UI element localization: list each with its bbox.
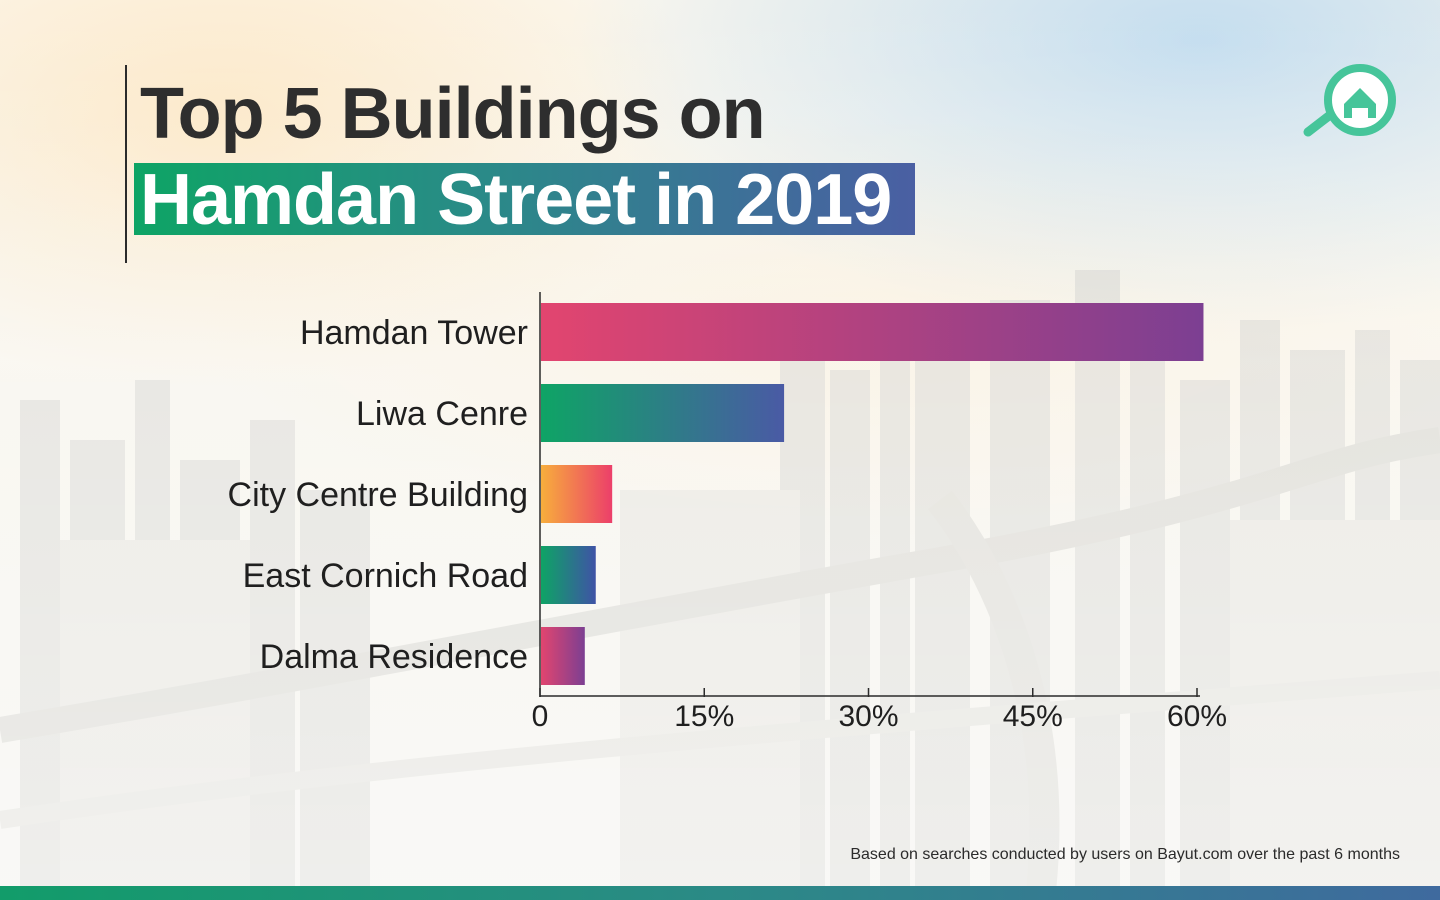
x-tick-label: 45%	[1003, 700, 1063, 733]
x-tick-label: 15%	[674, 700, 734, 733]
category-label: Dalma Residence	[260, 638, 528, 676]
category-label: City Centre Building	[228, 476, 528, 514]
bar-city-centre-building	[541, 465, 613, 523]
chart-title-line-2: Hamdan Street in 2019	[140, 160, 892, 240]
category-label: East Cornich Road	[243, 557, 528, 595]
chart-title-line-1: Top 5 Buildings on	[140, 74, 766, 154]
category-label: Hamdan Tower	[300, 314, 528, 352]
bar-liwa-cenre	[541, 384, 785, 442]
category-label: Liwa Cenre	[356, 395, 528, 433]
source-note: Based on searches conducted by users on …	[850, 846, 1400, 863]
bar-east-cornich-road	[541, 546, 596, 604]
bar-hamdan-tower	[541, 303, 1204, 361]
chart-title-highlight	[134, 163, 915, 235]
title-accent-rule	[125, 65, 127, 263]
x-tick-label: 30%	[838, 700, 898, 733]
house-search-icon	[1303, 64, 1396, 137]
bar-dalma-residence	[541, 627, 585, 685]
x-tick-label: 0	[532, 700, 549, 733]
footer-bar	[0, 886, 1440, 900]
x-tick-label: 60%	[1167, 700, 1227, 733]
